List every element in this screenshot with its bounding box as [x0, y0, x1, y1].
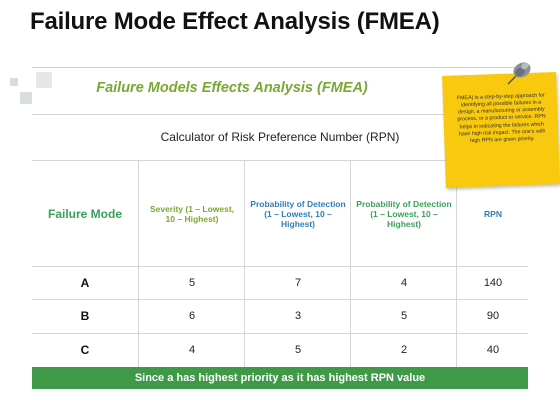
divider — [32, 114, 528, 115]
column-divider — [456, 160, 457, 367]
pushpin-icon — [507, 62, 531, 85]
cell-probability-detection-2: 4 — [400, 277, 408, 289]
column-divider — [350, 160, 351, 367]
cell-failure-mode: C — [80, 343, 90, 357]
page-title: Failure Mode Effect Analysis (FMEA) — [30, 8, 440, 35]
decorative-square — [36, 72, 52, 88]
cell-probability-detection-2: 5 — [400, 310, 408, 322]
sticky-note-text: FMEA) is a step-by-step approach for ide… — [456, 92, 546, 144]
row-divider — [32, 299, 528, 300]
cell-rpn: 40 — [486, 344, 500, 356]
cell-probability-detection-1: 3 — [294, 310, 302, 322]
table-subtitle: Failure Models Effects Analysis (FMEA) — [96, 80, 368, 96]
calculator-title: Calculator of Risk Preference Number (RP… — [160, 130, 400, 144]
decorative-square — [10, 78, 18, 86]
divider — [32, 160, 528, 161]
cell-failure-mode: A — [80, 276, 90, 290]
cell-probability-detection-1: 5 — [294, 344, 302, 356]
cell-severity: 6 — [188, 310, 196, 322]
row-divider — [32, 333, 528, 334]
decorative-square — [20, 92, 32, 104]
header-probability-detection-1: Probability of Detection (1 – Lowest, 10… — [250, 198, 346, 230]
header-severity: Severity (1 – Lowest, 10 – Highest) — [149, 203, 235, 224]
column-divider — [244, 160, 245, 367]
header-failure-mode: Failure Mode — [47, 206, 122, 221]
cell-probability-detection-1: 7 — [294, 277, 302, 289]
cell-severity: 5 — [188, 277, 196, 289]
cell-rpn: 90 — [486, 310, 500, 322]
cell-failure-mode: B — [80, 309, 90, 323]
cell-rpn: 140 — [483, 277, 503, 289]
row-divider — [32, 266, 528, 267]
header-probability-detection-2: Probability of Detection (1 – Lowest, 10… — [356, 198, 452, 230]
column-divider — [138, 160, 139, 367]
footer-note: Since a has highest priority as it has h… — [32, 367, 528, 389]
cell-probability-detection-2: 2 — [400, 344, 408, 356]
header-rpn: RPN — [484, 208, 502, 219]
cell-severity: 4 — [188, 344, 196, 356]
fmea-table-frame — [32, 67, 528, 390]
